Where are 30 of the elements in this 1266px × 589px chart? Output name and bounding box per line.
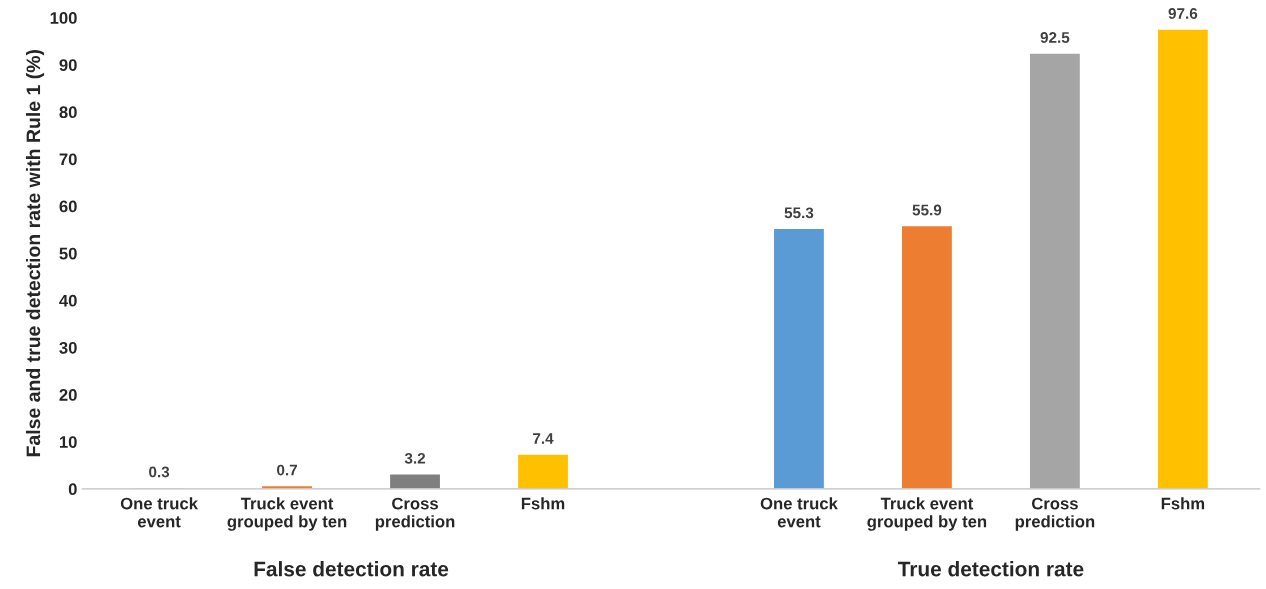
y-tick-label: 10 <box>59 436 77 448</box>
data-label: 97.6 <box>1168 8 1198 19</box>
data-label: 7.4 <box>533 433 554 444</box>
x-tick-label: Fshm <box>521 497 565 510</box>
x-tick-label: Cross prediction <box>1015 497 1095 531</box>
text: True detection rate <box>897 561 1084 577</box>
data-label: 3.2 <box>404 452 426 464</box>
x-tick-label: One truck event <box>760 497 838 528</box>
y-tick-label: 100 <box>50 12 77 24</box>
y-tick-label: 70 <box>59 153 77 166</box>
data-label: 55.3 <box>784 207 814 219</box>
x-tick-label: Truck event grouped by ten <box>867 497 987 531</box>
data-label: 55.9 <box>912 204 942 216</box>
y-tick-label: 30 <box>59 341 77 354</box>
x-tick-label: Truck event grouped by ten <box>227 497 347 531</box>
data-label: 0.3 <box>149 466 170 478</box>
y-axis-title: False and true detection rate with Rule 1 (%) <box>25 50 45 457</box>
y-tick-label: 60 <box>59 200 77 213</box>
y-tick-label: 0 <box>68 483 77 496</box>
data-label: 92.5 <box>1040 32 1070 43</box>
x-tick-label: Cross prediction <box>375 497 455 531</box>
x-tick-label: Fshm <box>1161 497 1205 510</box>
x-tick-label: One truck event <box>120 497 198 528</box>
y-tick-label: 80 <box>59 106 77 119</box>
y-tick-label: 40 <box>59 294 77 307</box>
y-tick-label: 20 <box>59 389 77 401</box>
y-tick-label: 90 <box>59 59 77 71</box>
text: False detection rate <box>254 561 449 577</box>
y-tick-label: 50 <box>59 247 77 260</box>
data-label: 0.7 <box>277 464 297 476</box>
